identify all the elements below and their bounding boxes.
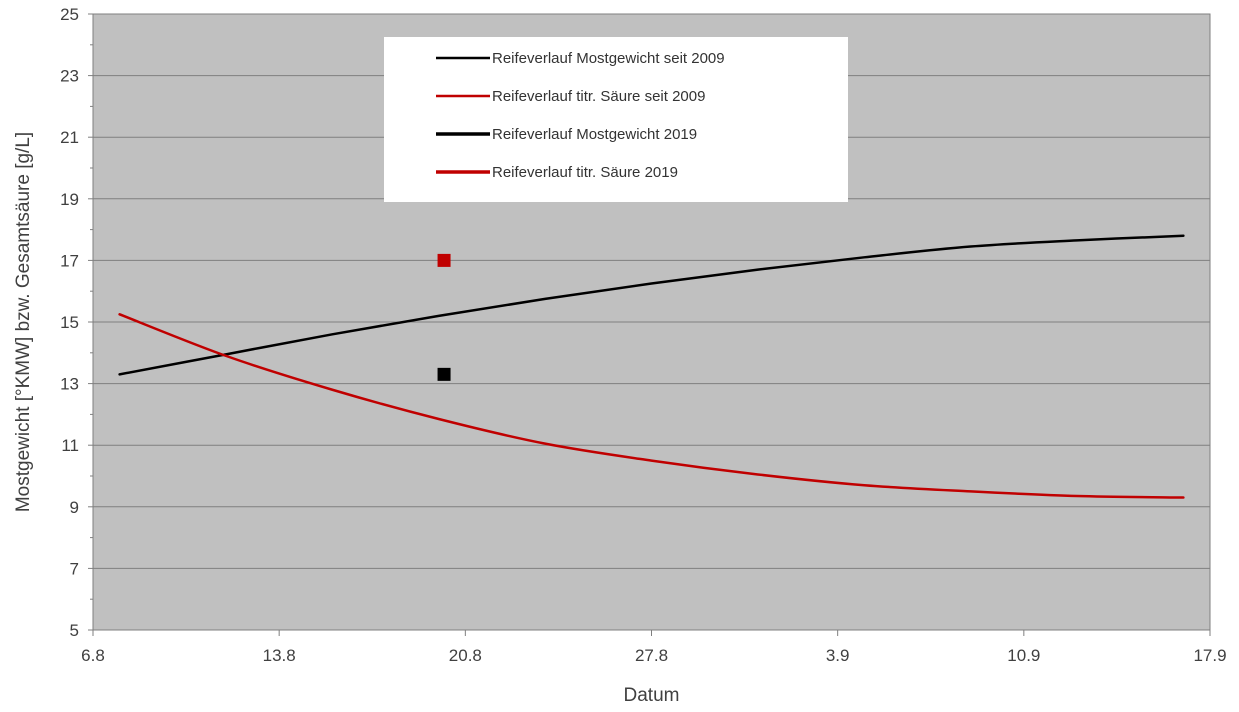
- legend-box: [384, 37, 848, 202]
- y-tick-label: 17: [60, 251, 79, 270]
- series-line-1: [118, 313, 1185, 499]
- plot-frame: [92, 13, 1211, 631]
- y-tick-label: 25: [60, 5, 79, 24]
- x-tick-label: 20.8: [449, 646, 482, 665]
- y-tick-label: 9: [70, 498, 79, 517]
- x-tick-label: 27.8: [635, 646, 668, 665]
- legend-label-2: Reifeverlauf Mostgewicht 2019: [492, 126, 697, 143]
- y-tick-label: 5: [70, 621, 79, 640]
- legend-label-1: Reifeverlauf titr. Säure seit 2009: [492, 88, 705, 105]
- legend-label-3: Reifeverlauf titr. Säure 2019: [492, 164, 678, 181]
- series-marker-3: [437, 253, 451, 267]
- legend-label-0: Reifeverlauf Mostgewicht seit 2009: [492, 50, 725, 67]
- y-tick-label: 11: [61, 436, 79, 455]
- legend: Reifeverlauf Mostgewicht seit 2009 Reifev…: [384, 37, 848, 202]
- series-marker-2: [437, 367, 451, 381]
- x-tick-label: 3.9: [826, 646, 850, 665]
- x-tick-label: 6.8: [81, 646, 105, 665]
- x-axis-title: Datum: [624, 685, 680, 706]
- y-tick-label: 7: [70, 559, 79, 578]
- y-tick-label: 21: [60, 128, 79, 147]
- series-line-0: [118, 234, 1185, 376]
- y-axis-title: Mostgewicht [°KMW] bzw. Gesamtsäure [g/L…: [13, 132, 34, 512]
- y-tick-label: 13: [60, 375, 79, 394]
- x-tick-label: 17.9: [1193, 646, 1226, 665]
- y-tick-label: 15: [60, 313, 79, 332]
- axes: 5 7 9 11 13 15 17 19 21 23 25 6.8 13.8 20.8 27.8 3.9 10.…: [60, 5, 1226, 665]
- series-group: [118, 234, 1185, 499]
- x-tick-label: 10.9: [1007, 646, 1040, 665]
- x-tick-label: 13.8: [263, 646, 296, 665]
- y-tick-label: 19: [60, 190, 79, 209]
- y-tick-label: 23: [60, 67, 79, 86]
